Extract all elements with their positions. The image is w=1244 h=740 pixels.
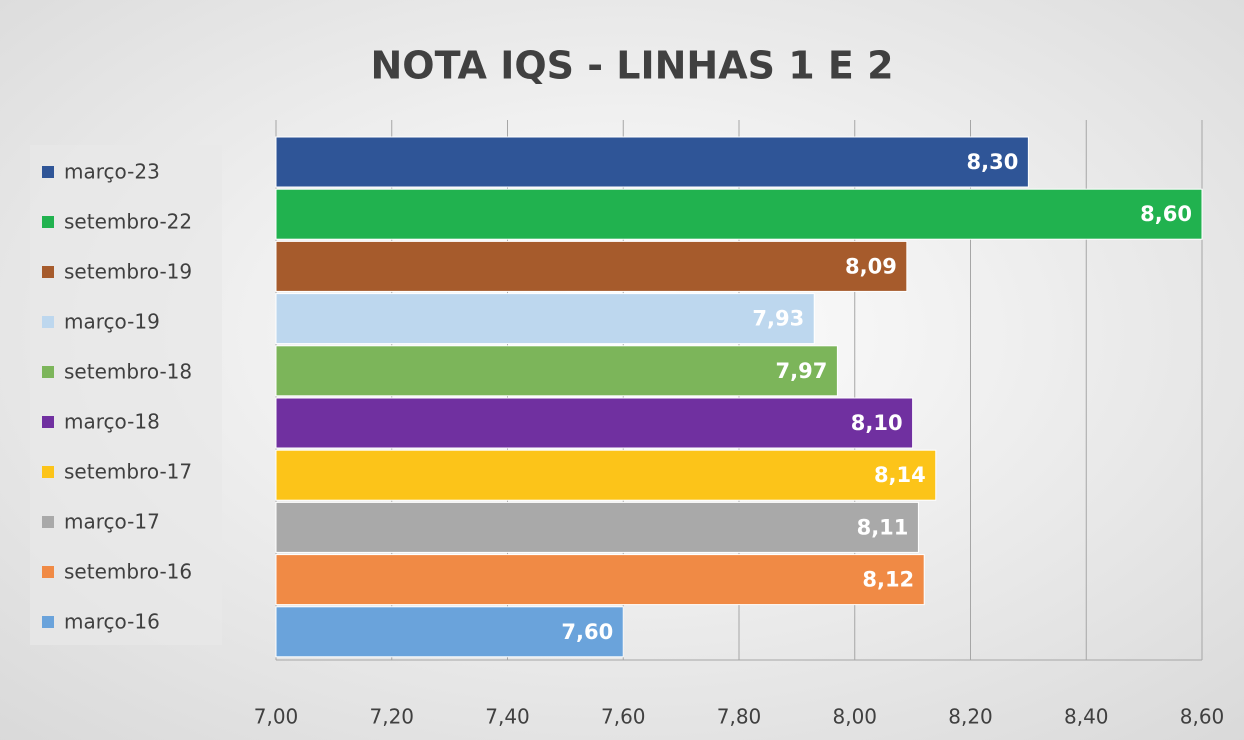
legend-label: março-19 [64,310,160,334]
x-tick-label: 8,00 [832,705,877,729]
x-tick-label: 8,60 [1180,705,1225,729]
legend-label: março-17 [64,510,160,534]
legend-label: setembro-18 [64,360,192,384]
legend-swatch [42,266,54,278]
data-label: 8,60 [1140,202,1192,226]
bar [275,554,925,606]
bar [275,240,908,292]
legend-label: setembro-16 [64,560,192,584]
legend-swatch [42,466,54,478]
x-tick-label: 7,60 [601,705,646,729]
x-tick-label: 8,20 [948,705,993,729]
legend-box [30,145,222,645]
legend-label: março-23 [64,160,160,184]
legend-swatch [42,566,54,578]
data-label: 8,30 [967,150,1019,174]
data-label: 8,10 [851,411,903,435]
legend-swatch [42,616,54,628]
bar [275,397,914,449]
legend-swatch [42,166,54,178]
data-label: 8,09 [845,254,897,278]
bar [275,345,838,397]
data-label: 8,12 [862,568,914,592]
data-label: 8,11 [857,515,909,539]
legend-swatch [42,316,54,328]
legend-label: março-16 [64,610,160,634]
data-label: 8,14 [874,463,926,487]
data-label: 7,60 [561,620,613,644]
legend-swatch [42,416,54,428]
legend-label: setembro-17 [64,460,192,484]
bar [275,449,937,501]
x-tick-label: 7,20 [369,705,414,729]
data-label: 7,93 [752,307,804,331]
legend-label: setembro-19 [64,260,192,284]
chart-title: NOTA IQS - LINHAS 1 E 2 [370,44,893,88]
bar [275,606,624,658]
bar [275,188,1203,240]
x-tick-label: 7,80 [717,705,762,729]
legend-label: março-18 [64,410,160,434]
bar [275,136,1029,188]
bar [275,501,919,553]
bar [275,293,815,345]
legend-label: setembro-22 [64,210,192,234]
x-tick-label: 7,00 [254,705,299,729]
data-label: 7,97 [776,359,828,383]
legend-swatch [42,216,54,228]
x-tick-label: 7,40 [485,705,530,729]
legend-swatch [42,516,54,528]
x-tick-label: 8,40 [1064,705,1109,729]
legend-swatch [42,366,54,378]
